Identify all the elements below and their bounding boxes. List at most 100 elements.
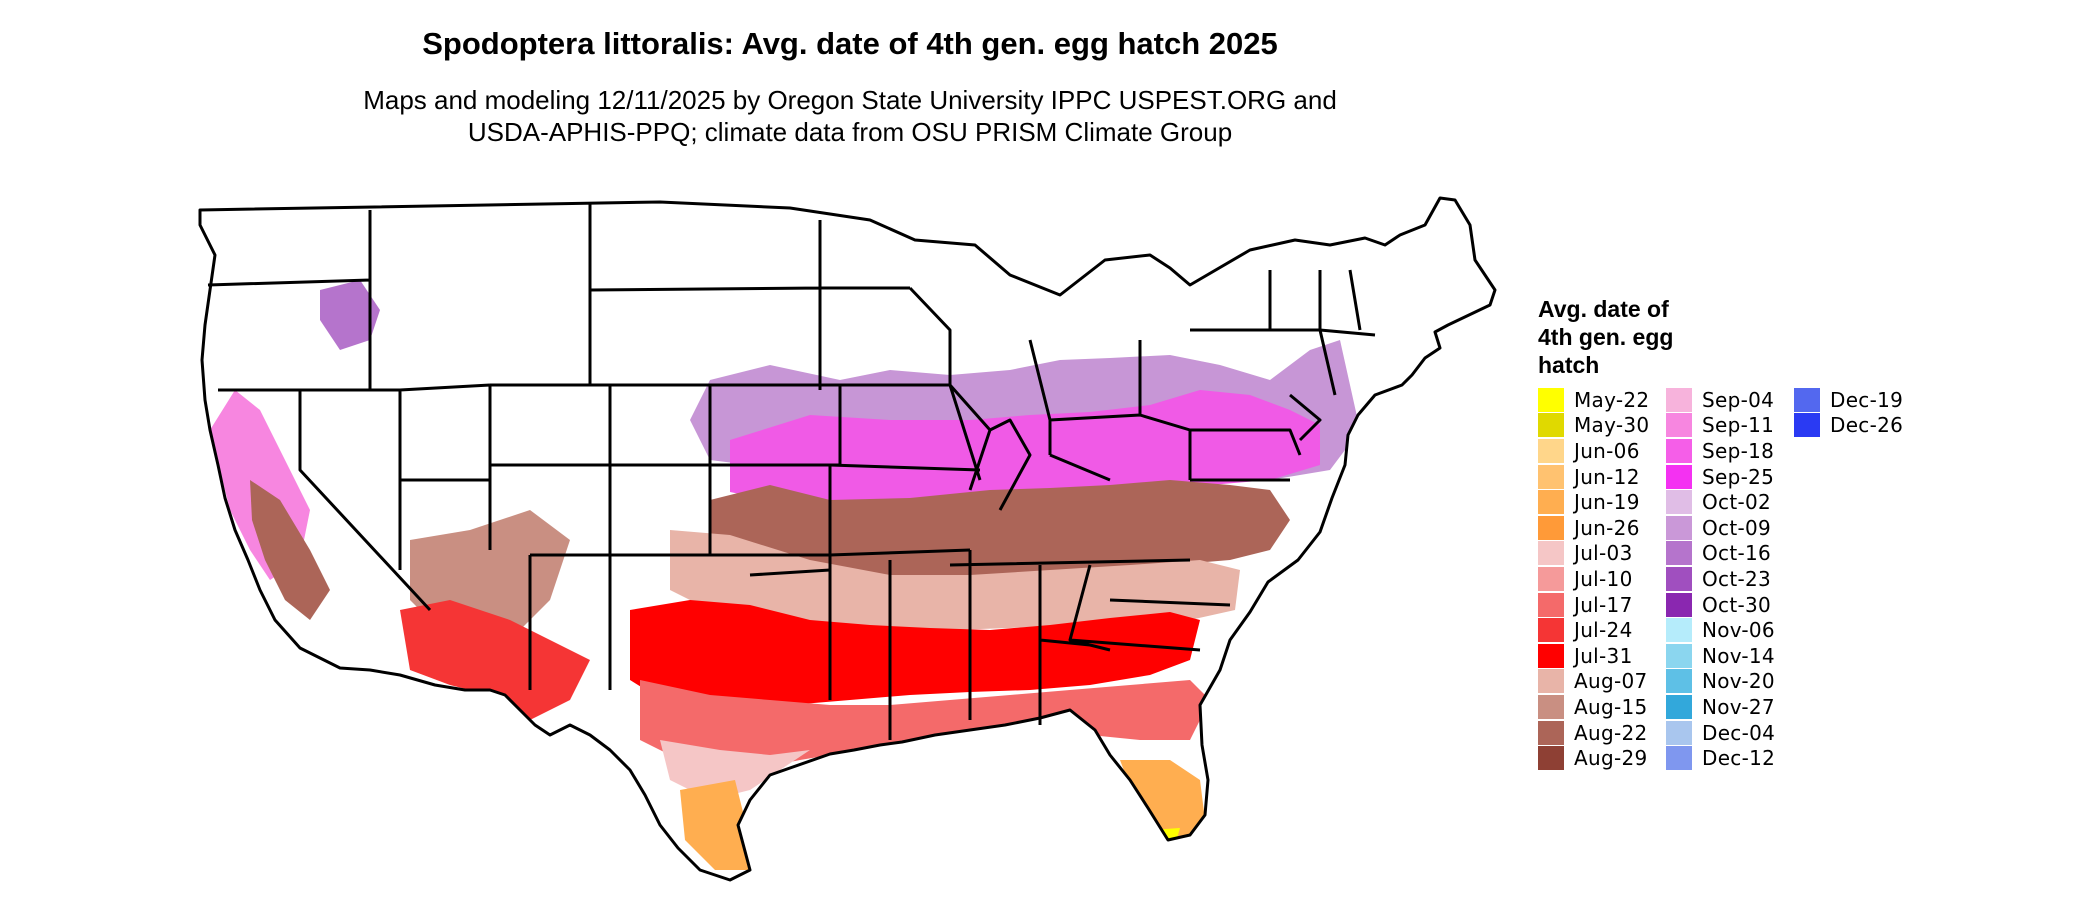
legend-item: Jun-06 — [1538, 438, 1640, 464]
legend-item: Jun-19 — [1538, 489, 1640, 515]
legend-item: Dec-26 — [1794, 413, 1903, 439]
legend-swatch — [1666, 720, 1692, 745]
subtitle-line-1: Maps and modeling 12/11/2025 by Oregon S… — [363, 85, 1337, 115]
legend-label: Sep-18 — [1702, 438, 1775, 463]
legend-swatch — [1538, 643, 1564, 668]
legend-label: Nov-20 — [1702, 669, 1775, 694]
legend-swatch — [1538, 694, 1564, 719]
state-lines-northeast — [1190, 269, 1376, 456]
legend-swatch — [1666, 541, 1692, 566]
legend-label: Jun-26 — [1574, 515, 1640, 540]
legend-swatch — [1538, 438, 1564, 463]
state-lines-west — [207, 210, 710, 690]
legend-swatch — [1666, 438, 1692, 463]
legend-label: Oct-30 — [1702, 592, 1772, 617]
legend-label: Oct-09 — [1702, 515, 1772, 540]
legend-swatch — [1538, 387, 1564, 412]
legend-swatch — [1538, 618, 1564, 643]
subtitle-line-2: USDA-APHIS-PPQ; climate data from OSU PR… — [467, 117, 1233, 147]
legend-item: Oct-02 — [1666, 489, 1771, 515]
legend-label: Sep-11 — [1702, 413, 1775, 438]
legend-swatch — [1538, 746, 1564, 771]
legend-label: Jun-12 — [1574, 464, 1640, 489]
legend-swatch — [1666, 490, 1692, 515]
legend-label: Dec-12 — [1702, 746, 1776, 771]
legend-label: Jul-24 — [1574, 618, 1633, 643]
zone-jun-florida — [1120, 760, 1205, 840]
legend-item: Oct-16 — [1666, 541, 1771, 567]
legend-title-line-3: hatch — [1538, 352, 1600, 378]
legend-item: Jun-12 — [1538, 464, 1640, 490]
legend-item: Oct-30 — [1666, 592, 1771, 618]
legend-swatch — [1666, 515, 1692, 540]
legend-item: Aug-15 — [1538, 694, 1648, 720]
legend-swatch — [1666, 413, 1692, 438]
legend-item: May-22 — [1538, 387, 1649, 413]
state-borders — [198, 196, 1497, 882]
legend-label: May-22 — [1574, 387, 1650, 412]
us-hatch-date-map — [198, 196, 1497, 882]
legend-item: Dec-04 — [1666, 720, 1775, 746]
map-title: Spodoptera littoralis: Avg. date of 4th … — [422, 26, 1278, 61]
legend-item: Aug-07 — [1538, 669, 1648, 695]
legend-swatch — [1794, 413, 1820, 438]
legend-item: Jun-26 — [1538, 515, 1640, 541]
zone-jul-gulf — [640, 680, 1210, 770]
legend-swatch — [1666, 669, 1692, 694]
legend-label: Oct-16 — [1702, 541, 1772, 566]
legend-label: Jun-19 — [1574, 490, 1640, 515]
legend-title: Avg. date of 4th gen. egg hatch — [1538, 295, 1718, 379]
legend-swatch — [1666, 387, 1692, 412]
legend-swatch — [1538, 464, 1564, 489]
legend-label: Oct-02 — [1702, 490, 1772, 515]
legend-swatch — [1538, 720, 1564, 745]
legend-swatch — [1538, 669, 1564, 694]
legend-swatch — [1666, 694, 1692, 719]
legend-label: Jul-17 — [1574, 592, 1633, 617]
zone-jul-red — [630, 600, 1200, 710]
legend-swatch — [1538, 515, 1564, 540]
zone-jul-southwest — [400, 600, 590, 720]
legend-item: Sep-11 — [1666, 413, 1774, 439]
legend-item: Jul-17 — [1538, 592, 1633, 618]
legend-label: Aug-07 — [1574, 669, 1648, 694]
legend-label: Sep-25 — [1702, 464, 1775, 489]
legend-swatch — [1794, 387, 1820, 412]
zone-jun-texas — [680, 780, 750, 870]
legend-swatch — [1538, 592, 1564, 617]
legend-label: Jul-10 — [1574, 566, 1633, 591]
legend-label: Oct-23 — [1702, 566, 1772, 591]
legend-swatch — [1538, 490, 1564, 515]
legend-label: May-30 — [1574, 413, 1650, 438]
legend-item: Aug-22 — [1538, 720, 1648, 746]
legend-item: Jul-24 — [1538, 617, 1633, 643]
zone-aug-west — [250, 480, 330, 620]
legend-item: Oct-23 — [1666, 566, 1771, 592]
legend-swatch — [1538, 541, 1564, 566]
legend-label: Aug-22 — [1574, 720, 1648, 745]
legend-item: Dec-19 — [1794, 387, 1903, 413]
legend-label: Jun-06 — [1574, 438, 1640, 463]
legend-swatch — [1538, 413, 1564, 438]
legend-item: Nov-14 — [1666, 643, 1775, 669]
legend-label: Nov-06 — [1702, 618, 1775, 643]
legend-label: Dec-19 — [1830, 387, 1904, 412]
us-outline — [198, 196, 1497, 882]
legend-item: Nov-27 — [1666, 694, 1775, 720]
legend-label: Nov-14 — [1702, 643, 1775, 668]
legend-label: Jul-31 — [1574, 643, 1633, 668]
legend-item: Sep-18 — [1666, 438, 1774, 464]
zone-oct-north-west — [320, 280, 380, 350]
map-subtitle: Maps and modeling 12/11/2025 by Oregon S… — [0, 84, 1700, 148]
state-lines-south — [828, 478, 1290, 740]
legend-swatch — [1666, 592, 1692, 617]
legend-label: Nov-27 — [1702, 694, 1775, 719]
legend-item: Dec-12 — [1666, 745, 1775, 771]
legend-label: Dec-26 — [1830, 413, 1904, 438]
legend-item: Jul-03 — [1538, 541, 1633, 567]
zone-aug-light — [670, 530, 1240, 630]
legend-item: Aug-29 — [1538, 745, 1648, 771]
legend-label: Sep-04 — [1702, 387, 1775, 412]
legend-swatch — [1666, 746, 1692, 771]
legend-item: May-30 — [1538, 413, 1649, 439]
